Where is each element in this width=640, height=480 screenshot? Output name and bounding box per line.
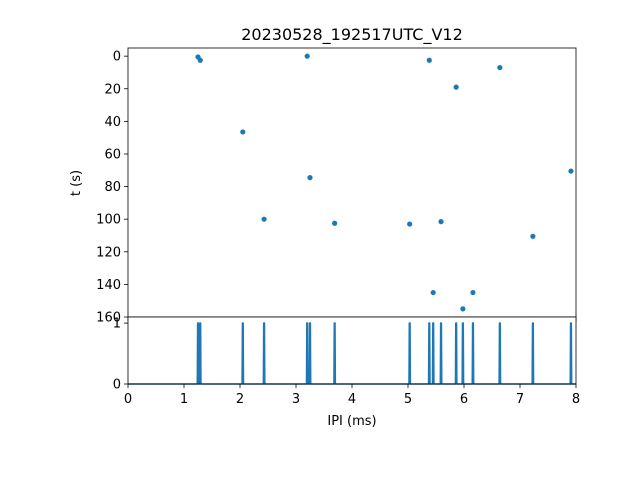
y-tick-label: 120 (96, 245, 121, 260)
chart-title: 20230528_192517UTC_V12 (241, 25, 463, 45)
y-tick-label: 20 (104, 82, 121, 97)
x-tick-label: 3 (292, 392, 300, 407)
scatter-point (307, 175, 313, 181)
scatter-point (470, 289, 476, 296)
y-tick-label: 100 (96, 213, 121, 228)
x-tick-label: 0 (124, 392, 132, 407)
scatter-point (568, 168, 574, 174)
x-tick-label: 4 (348, 392, 356, 407)
scatter-point (332, 220, 338, 226)
scatter-point (426, 57, 432, 63)
scatter-point (453, 84, 459, 90)
scatter-point (197, 57, 203, 63)
y-tick-label: 0 (113, 50, 121, 65)
x-tick-label: 7 (516, 392, 524, 407)
scatter-point (430, 289, 436, 296)
x-tick-label: 5 (404, 392, 412, 407)
y-tick-label: 160 (96, 311, 121, 326)
x-tick-label: 6 (460, 392, 468, 407)
y-tick-label: 60 (104, 147, 121, 162)
y-tick-label-bottom: 0 (113, 378, 121, 393)
scatter-point (407, 221, 413, 227)
scatter-point (530, 233, 536, 239)
scatter-point (438, 219, 444, 225)
x-tick-label: 1 (180, 392, 188, 407)
scatter-point (240, 129, 246, 135)
x-axis-label-bottom: IPI (ms) (327, 414, 376, 429)
ipi-histogram-plot: 0 1 0 1 2 3 4 5 6 7 8 (113, 317, 580, 407)
x-tick-label: 2 (236, 392, 244, 407)
ipi-plot-frame (127, 316, 577, 385)
scatter-point (460, 306, 466, 312)
scatter-point (261, 216, 267, 222)
y-tick-label: 140 (96, 278, 121, 293)
y-tick-label: 80 (104, 180, 121, 195)
y-tick-label-bottom: 1 (113, 317, 121, 332)
y-tick-label: 40 (104, 115, 121, 130)
scatter-plot: 0 20 40 60 80 100 120 140 160 (96, 47, 577, 326)
x-tick-label: 8 (572, 392, 580, 407)
y-axis-label-top: t (s) (69, 170, 84, 196)
scatter-plot-area (128, 48, 576, 317)
ipi-plot-area (128, 317, 576, 384)
scatter-point (304, 53, 310, 59)
scatter-point (497, 64, 503, 71)
ipi-spike-line (128, 322, 576, 385)
